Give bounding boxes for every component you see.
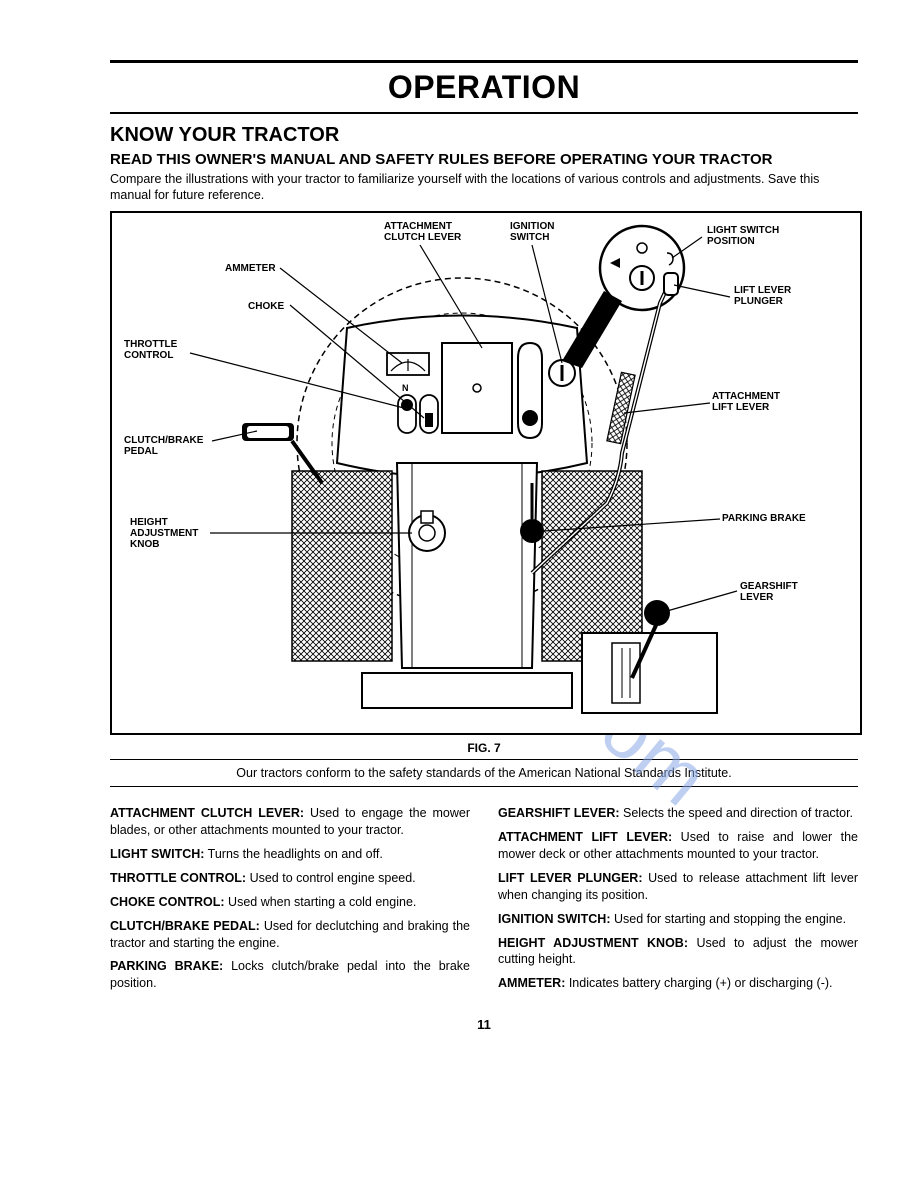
label-attachment-lift-lever: ATTACHMENT LIFT LEVER xyxy=(712,391,780,413)
label-height-adjustment-knob: HEIGHT ADJUSTMENT KNOB xyxy=(130,517,198,550)
section-heading: KNOW YOUR TRACTOR xyxy=(110,124,858,147)
page-number: 11 xyxy=(110,1017,858,1032)
title-underline xyxy=(110,112,858,114)
figure-box: ATTACHMENT CLUTCH LEVER IGNITION SWITCH … xyxy=(110,211,862,735)
definition-item: ATTACHMENT CLUTCH LEVER: Used to engage … xyxy=(110,805,470,839)
definition-item: GEARSHIFT LEVER: Selects the speed and d… xyxy=(498,805,858,822)
safety-note: Our tractors conform to the safety stand… xyxy=(110,766,858,780)
svg-text:N: N xyxy=(402,383,409,393)
definitions-columns: ATTACHMENT CLUTCH LEVER: Used to engage … xyxy=(110,805,858,999)
definition-item: IGNITION SWITCH: Used for starting and s… xyxy=(498,911,858,928)
note-rule-top xyxy=(110,759,858,760)
label-parking-brake: PARKING BRAKE xyxy=(722,513,806,524)
label-attachment-clutch-lever: ATTACHMENT CLUTCH LEVER xyxy=(384,221,461,243)
figure-caption: FIG. 7 xyxy=(110,741,858,755)
definition-item: AMMETER: Indicates battery charging (+) … xyxy=(498,975,858,992)
definition-item: PARKING BRAKE: Locks clutch/brake pedal … xyxy=(110,958,470,992)
definition-item: CLUTCH/BRAKE PEDAL: Used for declutching… xyxy=(110,918,470,952)
label-light-switch-position: LIGHT SWITCH POSITION xyxy=(707,225,779,247)
definition-item: LIGHT SWITCH: Turns the headlights on an… xyxy=(110,846,470,863)
note-rule-bottom xyxy=(110,786,858,787)
definition-item: ATTACHMENT LIFT LEVER: Used to raise and… xyxy=(498,829,858,863)
intro-text: Compare the illustrations with your trac… xyxy=(110,172,858,203)
label-lift-lever-plunger: LIFT LEVER PLUNGER xyxy=(734,285,791,307)
label-clutch-brake-pedal: CLUTCH/BRAKE PEDAL xyxy=(124,435,203,457)
top-rule xyxy=(110,60,858,63)
definitions-right: GEARSHIFT LEVER: Selects the speed and d… xyxy=(498,805,858,999)
label-ammeter: AMMETER xyxy=(225,263,276,274)
subhead: READ THIS OWNER'S MANUAL AND SAFETY RULE… xyxy=(110,151,858,168)
definition-item: HEIGHT ADJUSTMENT KNOB: Used to adjust t… xyxy=(498,935,858,969)
definitions-left: ATTACHMENT CLUTCH LEVER: Used to engage … xyxy=(110,805,470,999)
label-choke: CHOKE xyxy=(248,301,284,312)
definition-item: CHOKE CONTROL: Used when starting a cold… xyxy=(110,894,470,911)
label-throttle-control: THROTTLE CONTROL xyxy=(124,339,177,361)
label-gearshift-lever: GEARSHIFT LEVER xyxy=(740,581,798,603)
definition-item: THROTTLE CONTROL: Used to control engine… xyxy=(110,870,470,887)
label-ignition-switch: IGNITION SWITCH xyxy=(510,221,554,243)
definition-item: LIFT LEVER PLUNGER: Used to release atta… xyxy=(498,870,858,904)
page-title: OPERATION xyxy=(110,69,858,106)
